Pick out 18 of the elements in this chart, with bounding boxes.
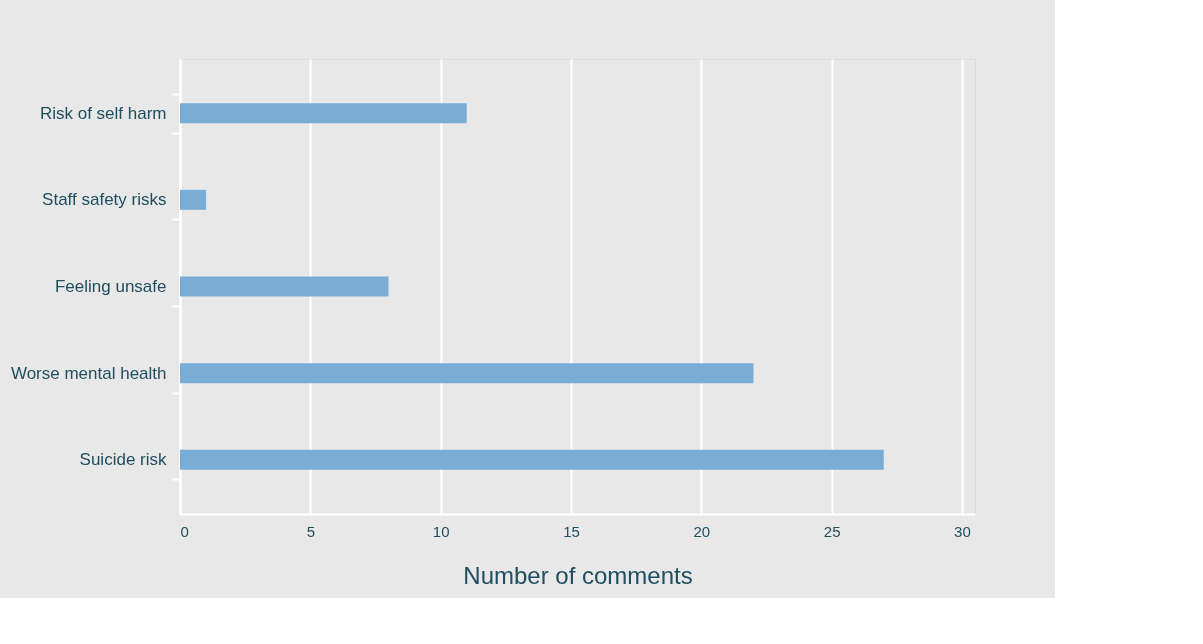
y-tick-label: Feeling unsafe: [54, 277, 167, 296]
x-axis-title: Number of comments: [463, 561, 693, 589]
bar: [180, 363, 754, 384]
bar: [180, 103, 467, 124]
bar: [180, 449, 884, 470]
y-tick-label: Worse mental health: [10, 363, 167, 383]
x-tick-label: 0: [180, 522, 189, 540]
x-tick-label: 10: [432, 522, 450, 540]
bar: [180, 189, 207, 210]
y-tick-label: Risk of self harm: [39, 103, 167, 123]
x-tick-label: 15: [563, 522, 580, 540]
x-tick-label: 5: [306, 522, 315, 540]
y-tick-label: Staff safety risks: [42, 190, 167, 210]
bar: [180, 276, 389, 297]
y-tick-label: Suicide risk: [79, 450, 167, 470]
x-tick-label: 20: [693, 522, 711, 540]
x-tick-label: 30: [954, 522, 971, 540]
x-tick-label: 25: [823, 522, 841, 540]
